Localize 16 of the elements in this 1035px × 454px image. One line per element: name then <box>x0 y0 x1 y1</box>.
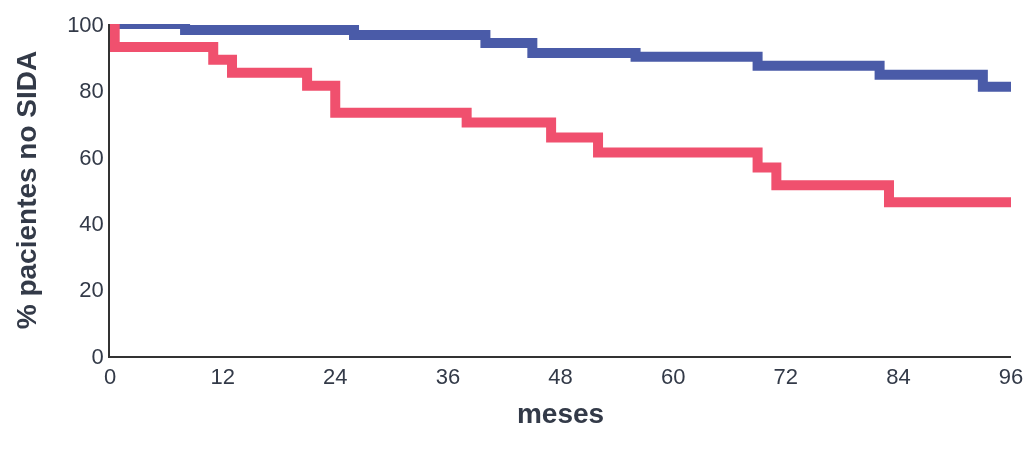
x-tick-label: 96 <box>998 364 1024 390</box>
y-tick-label: 0 <box>91 343 104 369</box>
y-tick-label: 40 <box>79 210 104 236</box>
x-tick-label: 12 <box>210 364 235 390</box>
x-tick-label: 84 <box>886 364 911 390</box>
x-tick-label: 60 <box>660 364 686 390</box>
y-axis-title: % pacientes no SIDA <box>11 50 43 330</box>
x-tick-label: 24 <box>323 364 348 390</box>
x-axis-title: meses <box>516 397 605 429</box>
y-tick-label: 20 <box>79 277 104 303</box>
y-tick-label: 60 <box>79 144 104 170</box>
y-tick-label: 80 <box>79 78 104 104</box>
x-tick-label: 36 <box>435 364 461 390</box>
y-tick-label: 100 <box>67 11 104 37</box>
x-tick-label: 48 <box>548 364 573 390</box>
x-tick-label: 72 <box>773 364 798 390</box>
